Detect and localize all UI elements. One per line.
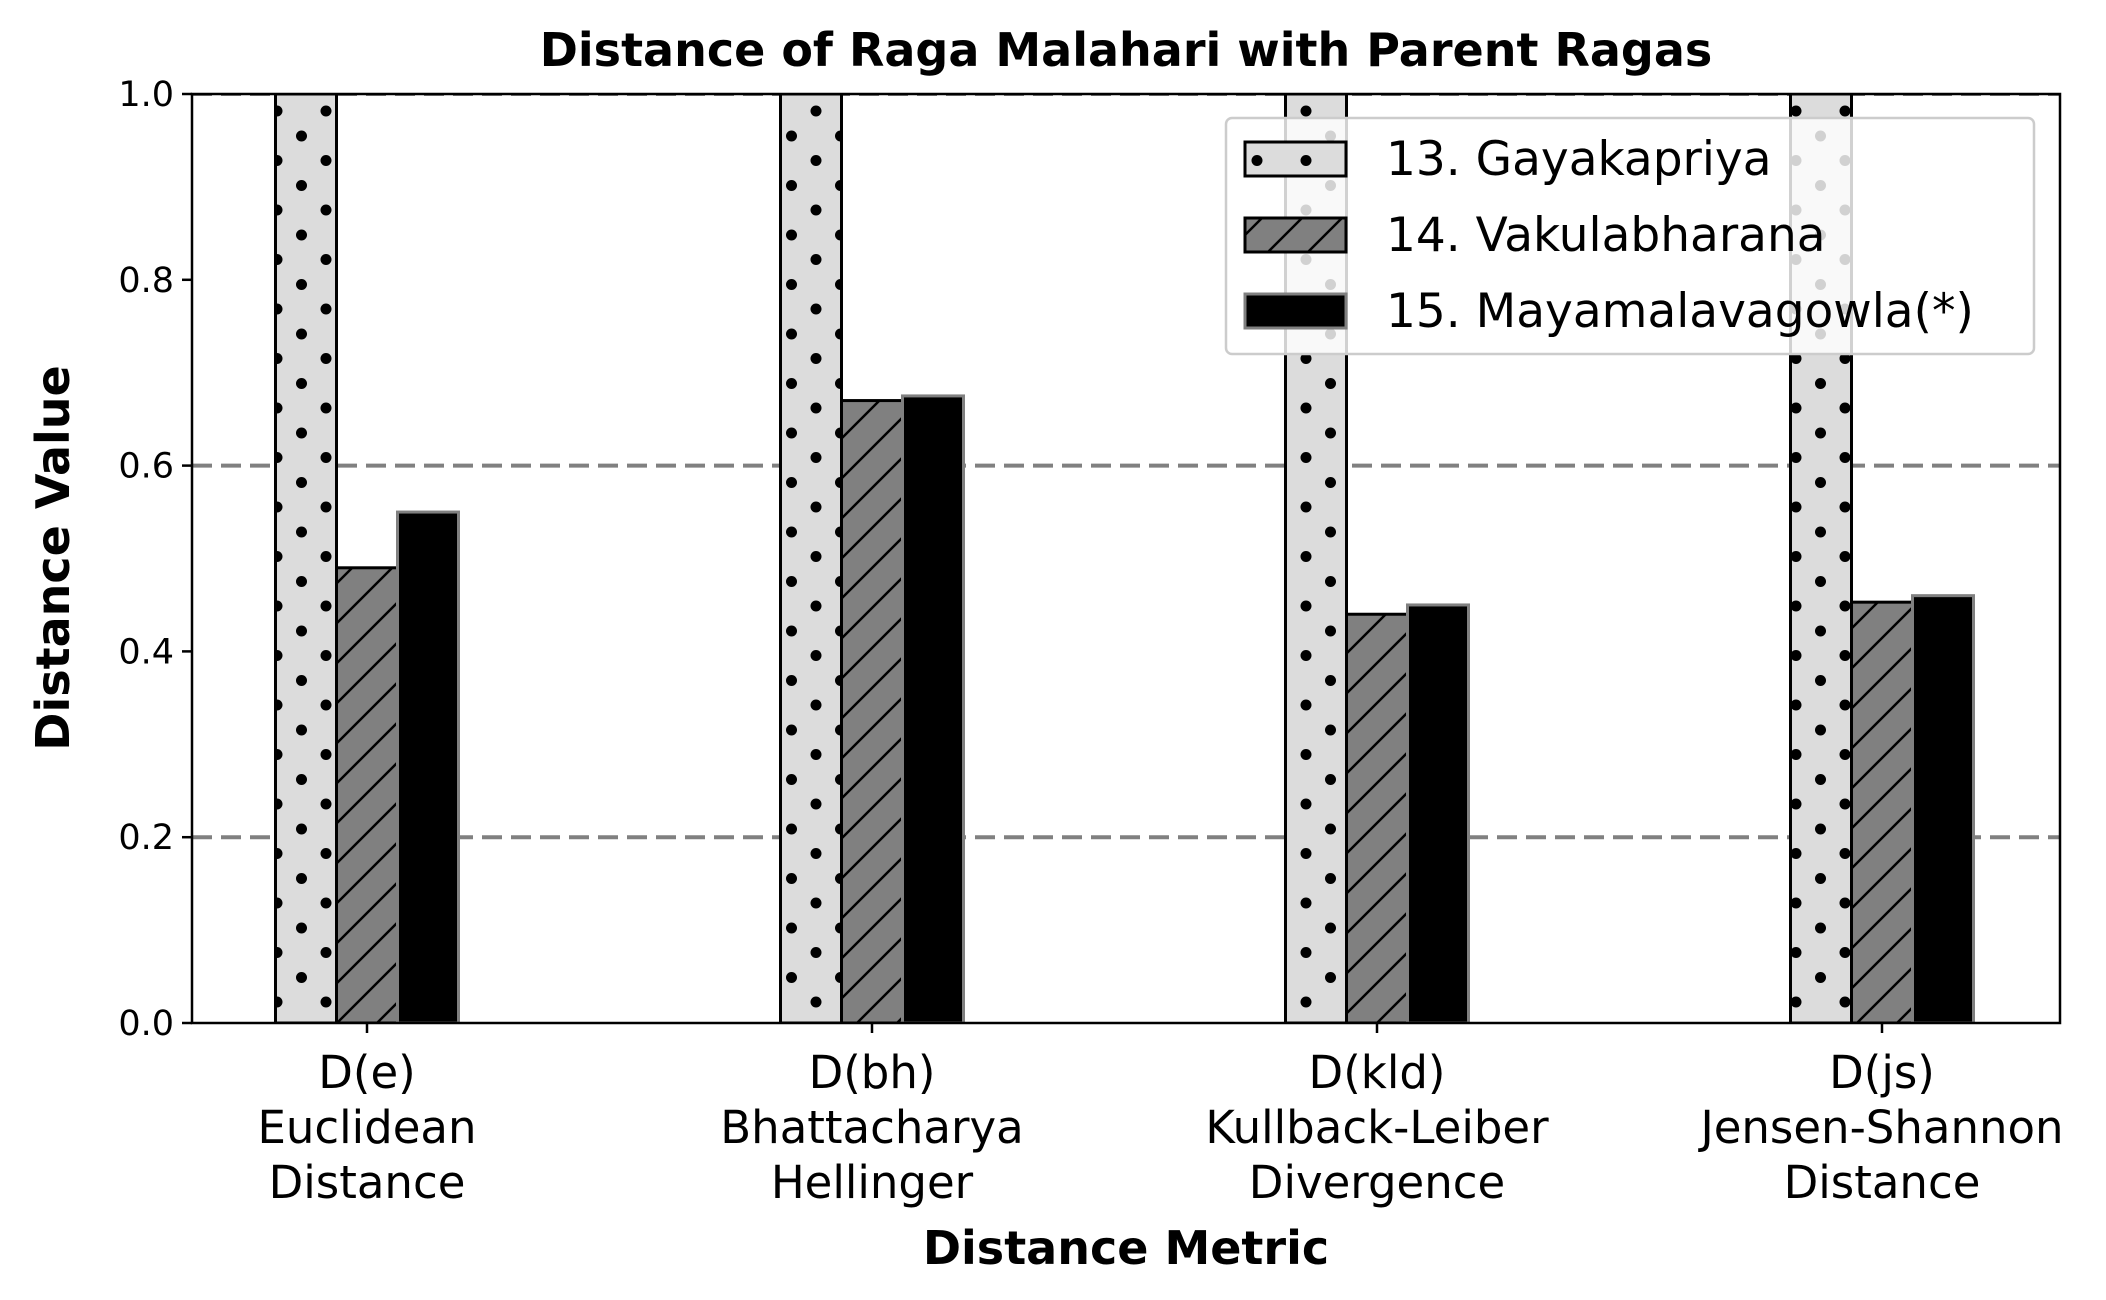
y-tick-label: 0.4 <box>118 632 174 672</box>
bar <box>1911 594 1975 1023</box>
bar <box>1850 600 1914 1023</box>
legend: 13. Gayakapriya 14. Vakulabharana 15. Maya… <box>1224 116 2036 356</box>
x-tick-label: Distance <box>269 1156 466 1209</box>
bar <box>396 510 460 1023</box>
x-tick-label: Distance <box>1784 1156 1981 1209</box>
x-tick-label: Jensen-Shannon <box>1697 1101 2063 1154</box>
legend-swatch <box>1243 292 1348 330</box>
bar <box>1406 603 1470 1023</box>
legend-label: 15. Mayamalavagowla(*) <box>1386 284 1974 339</box>
x-axis-label: Distance Metric <box>923 1221 1329 1275</box>
x-tick-label: Kullback-Leiber <box>1205 1101 1549 1154</box>
y-tick-label: 0.6 <box>118 447 174 487</box>
bar <box>335 566 399 1023</box>
x-tick-label: Divergence <box>1249 1156 1505 1209</box>
legend-swatch <box>1243 140 1348 178</box>
y-tick-label: 1.0 <box>118 75 174 115</box>
y-tick-label: 0.2 <box>118 818 174 858</box>
legend-label: 14. Vakulabharana <box>1386 208 1826 263</box>
plot-frame <box>190 92 2062 1025</box>
x-axis: D(e)EuclideanDistanceD(bh)BhattacharyaHe… <box>257 1023 2064 1209</box>
x-tick-label: Euclidean <box>257 1101 476 1154</box>
x-tick-label: D(kld) <box>1309 1046 1446 1099</box>
bar <box>901 394 965 1023</box>
bar <box>274 94 338 1023</box>
x-tick-label: D(e) <box>318 1046 415 1099</box>
y-tick-label: 0.8 <box>118 261 174 301</box>
y-axis-label: Distance Value <box>26 365 80 750</box>
bar <box>779 94 843 1023</box>
legend-frame <box>1224 116 2036 356</box>
bar <box>840 399 904 1023</box>
legend-label: 13. Gayakapriya <box>1386 132 1772 187</box>
bar <box>1345 612 1409 1023</box>
x-tick-label: D(js) <box>1829 1046 1935 1099</box>
y-tick-label: 0.0 <box>118 1004 174 1044</box>
legend-swatch <box>1243 216 1348 254</box>
x-tick-label: Bhattacharya <box>720 1101 1023 1154</box>
x-tick-label: D(bh) <box>809 1046 936 1099</box>
chart-title: Distance of Raga Malahari with Parent Ra… <box>540 23 1713 77</box>
reference-lines <box>192 94 2060 840</box>
x-tick-label: Hellinger <box>771 1156 974 1209</box>
y-axis: 0.0 0.2 0.4 0.6 0.8 1.0 <box>118 75 192 1044</box>
